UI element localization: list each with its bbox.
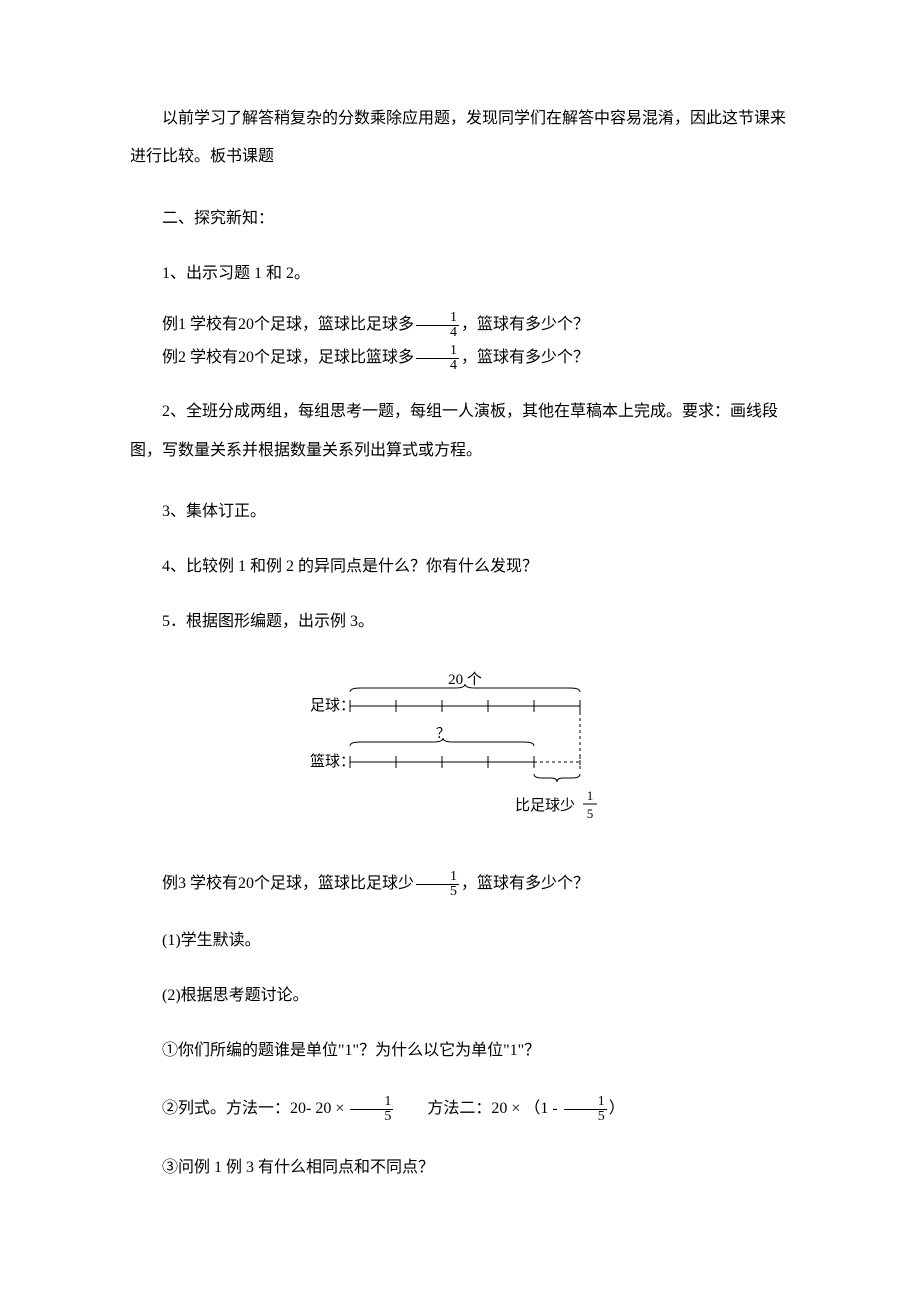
item-2: 2、全班分成两组，每组思考一题，每组一人演板，其他在草稿本上完成。要求：画线段图… [130, 393, 790, 470]
brace-top [350, 684, 580, 692]
row2-label: 篮球： [310, 752, 355, 770]
item-5: 5．根据图形编题，出示例 3。 [130, 604, 790, 639]
fraction-denominator: 5 [350, 1110, 393, 1124]
example-1-suffix: ，篮球有多少个？ [461, 316, 589, 333]
fraction-denominator: 4 [416, 326, 459, 340]
fraction-numerator: 1 [416, 870, 459, 885]
fraction-numerator: 1 [416, 311, 459, 326]
fraction-denominator: 5 [564, 1110, 607, 1124]
row1-label: 足球： [310, 697, 355, 714]
example-1-prefix: 例1 学校有20个足球，篮球比足球多 [162, 316, 414, 333]
fraction-numerator: 1 [416, 344, 459, 359]
fraction-1-5: 15 [416, 870, 459, 899]
fraction-1-5: 15 [564, 1095, 607, 1124]
line-diagram: 20 个 足球： ？ 篮球： [280, 670, 640, 850]
item-3: 3、集体订正。 [130, 494, 790, 529]
example-2-prefix: 例2 学校有20个足球，足球比篮球多 [162, 349, 414, 366]
example-3: 例3 学校有20个足球，篮球比足球少15，篮球有多少个？ [130, 870, 790, 899]
item-1: 1、出示习题 1 和 2。 [130, 256, 790, 291]
circled-1: ①你们所编的题谁是单位"1"？为什么以它为单位"1"？ [130, 1033, 790, 1068]
example-2: 例2 学校有20个足球，足球比篮球多14，篮球有多少个？ [130, 344, 790, 373]
fraction-1-4: 14 [416, 344, 459, 373]
brace-bottom [534, 774, 580, 782]
sub-2: (2)根据思考题讨论。 [130, 978, 790, 1013]
example-3-suffix: ，篮球有多少个？ [461, 875, 589, 892]
example-1: 例1 学校有20个足球，篮球比足球多14，篮球有多少个？ [130, 311, 790, 340]
fraction-numerator: 1 [350, 1095, 393, 1110]
circled-2-suffix: ） [609, 1100, 625, 1117]
diagram-frac-den: 5 [587, 806, 594, 821]
document-page: 以前学习了解答稍复杂的分数乘除应用题，发现同学们在解答中容易混淆，因此这节课来进… [0, 0, 920, 1302]
circled-2-prefix: ②列式。方法一：20- 20 × [162, 1100, 348, 1117]
diagram-frac-num: 1 [587, 788, 594, 803]
circled-2-mid: 方法二：20 × （1 - [395, 1100, 561, 1117]
example-2-suffix: ，篮球有多少个？ [461, 349, 589, 366]
fraction-1-4: 14 [416, 311, 459, 340]
circled-2: ②列式。方法一：20- 20 × 15 方法二：20 × （1 - 15） [130, 1088, 790, 1130]
intro-paragraph: 以前学习了解答稍复杂的分数乘除应用题，发现同学们在解答中容易混淆，因此这节课来进… [130, 100, 790, 177]
fraction-denominator: 5 [416, 885, 459, 899]
diagram-bottom-prefix: 比足球少 [515, 797, 575, 814]
fraction-numerator: 1 [564, 1095, 607, 1110]
item-4: 4、比较例 1 和例 2 的异同点是什么？你有什么发现？ [130, 549, 790, 584]
example-3-prefix: 例3 学校有20个足球，篮球比足球少 [162, 875, 414, 892]
sub-1: (1)学生默读。 [130, 923, 790, 958]
section-heading-2: 二、探究新知： [130, 201, 790, 236]
fraction-1-5: 15 [350, 1095, 393, 1124]
circled-3: ③问例 1 例 3 有什么相同点和不同点？ [130, 1150, 790, 1185]
fraction-denominator: 4 [416, 359, 459, 373]
diagram-svg: 20 个 足球： ？ 篮球： [280, 670, 660, 850]
